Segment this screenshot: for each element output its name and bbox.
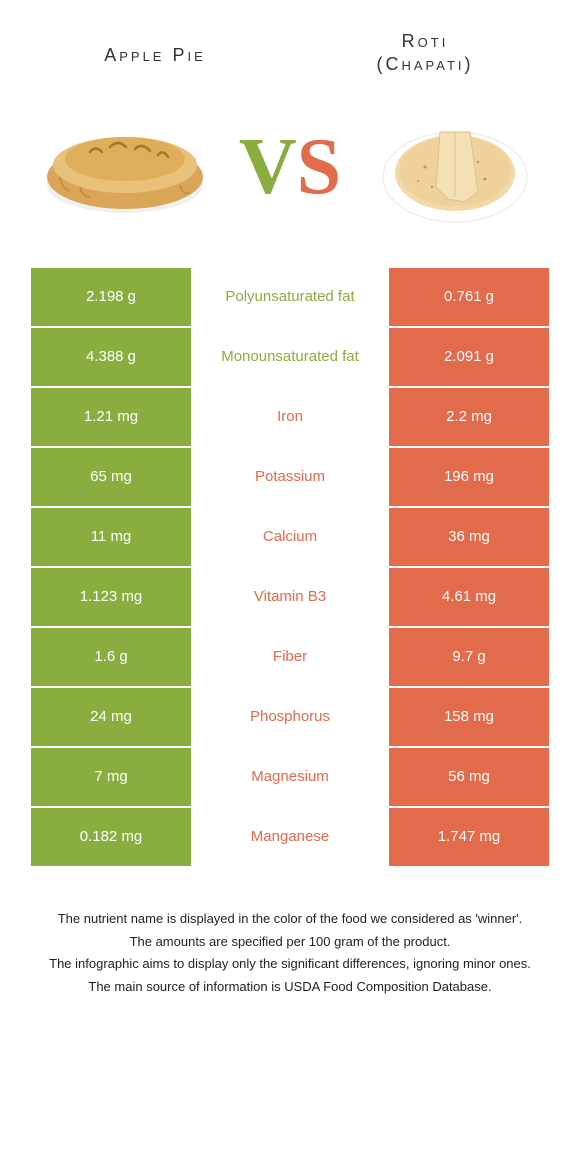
vs-label: VS xyxy=(239,127,341,207)
food-a-name: Apple Pie xyxy=(104,45,206,65)
nutrient-label: Magnesium xyxy=(191,748,389,806)
nutrient-label: Monounsaturated fat xyxy=(191,328,389,386)
value-left: 24 mg xyxy=(31,688,191,746)
vs-v: V xyxy=(239,123,297,211)
food-a-title: Apple Pie xyxy=(40,30,270,77)
value-right: 56 mg xyxy=(389,748,549,806)
nutrient-label: Manganese xyxy=(191,808,389,866)
footnote-line: The infographic aims to display only the… xyxy=(30,954,550,975)
nutrient-label: Calcium xyxy=(191,508,389,566)
roti-image xyxy=(370,97,540,237)
nutrient-table: 2.198 gPolyunsaturated fat0.761 g4.388 g… xyxy=(30,267,550,869)
value-left: 1.6 g xyxy=(31,628,191,686)
value-right: 158 mg xyxy=(389,688,549,746)
value-left: 0.182 mg xyxy=(31,808,191,866)
table-row: 2.198 gPolyunsaturated fat0.761 g xyxy=(31,268,549,326)
nutrient-label: Polyunsaturated fat xyxy=(191,268,389,326)
table-row: 11 mgCalcium36 mg xyxy=(31,508,549,566)
value-right: 196 mg xyxy=(389,448,549,506)
table-row: 7 mgMagnesium56 mg xyxy=(31,748,549,806)
nutrient-label: Fiber xyxy=(191,628,389,686)
food-b-title: Roti (Chapati) xyxy=(310,30,540,77)
table-row: 65 mgPotassium196 mg xyxy=(31,448,549,506)
apple-pie-image xyxy=(40,97,210,237)
value-right: 4.61 mg xyxy=(389,568,549,626)
food-b-subname: (Chapati) xyxy=(376,54,473,74)
value-right: 36 mg xyxy=(389,508,549,566)
value-left: 2.198 g xyxy=(31,268,191,326)
value-right: 9.7 g xyxy=(389,628,549,686)
value-left: 4.388 g xyxy=(31,328,191,386)
value-right: 2.2 mg xyxy=(389,388,549,446)
value-right: 2.091 g xyxy=(389,328,549,386)
value-left: 7 mg xyxy=(31,748,191,806)
table-row: 0.182 mgManganese1.747 mg xyxy=(31,808,549,866)
value-left: 1.123 mg xyxy=(31,568,191,626)
nutrient-label: Potassium xyxy=(191,448,389,506)
header: Apple Pie Roti (Chapati) xyxy=(0,0,580,87)
value-right: 1.747 mg xyxy=(389,808,549,866)
table-row: 4.388 gMonounsaturated fat2.091 g xyxy=(31,328,549,386)
nutrient-label: Phosphorus xyxy=(191,688,389,746)
footnote-line: The amounts are specified per 100 gram o… xyxy=(30,932,550,953)
footnote-line: The main source of information is USDA F… xyxy=(30,977,550,998)
value-left: 1.21 mg xyxy=(31,388,191,446)
value-left: 11 mg xyxy=(31,508,191,566)
value-left: 65 mg xyxy=(31,448,191,506)
nutrient-label: Vitamin B3 xyxy=(191,568,389,626)
hero-row: VS xyxy=(0,87,580,267)
table-row: 1.123 mgVitamin B34.61 mg xyxy=(31,568,549,626)
food-b-name: Roti xyxy=(402,31,449,51)
value-right: 0.761 g xyxy=(389,268,549,326)
vs-s: S xyxy=(297,123,342,211)
table-row: 24 mgPhosphorus158 mg xyxy=(31,688,549,746)
apple-pie-icon xyxy=(40,107,210,227)
roti-icon xyxy=(370,107,540,227)
nutrient-label: Iron xyxy=(191,388,389,446)
table-row: 1.6 gFiber9.7 g xyxy=(31,628,549,686)
footnotes: The nutrient name is displayed in the co… xyxy=(30,909,550,998)
footnote-line: The nutrient name is displayed in the co… xyxy=(30,909,550,930)
table-row: 1.21 mgIron2.2 mg xyxy=(31,388,549,446)
